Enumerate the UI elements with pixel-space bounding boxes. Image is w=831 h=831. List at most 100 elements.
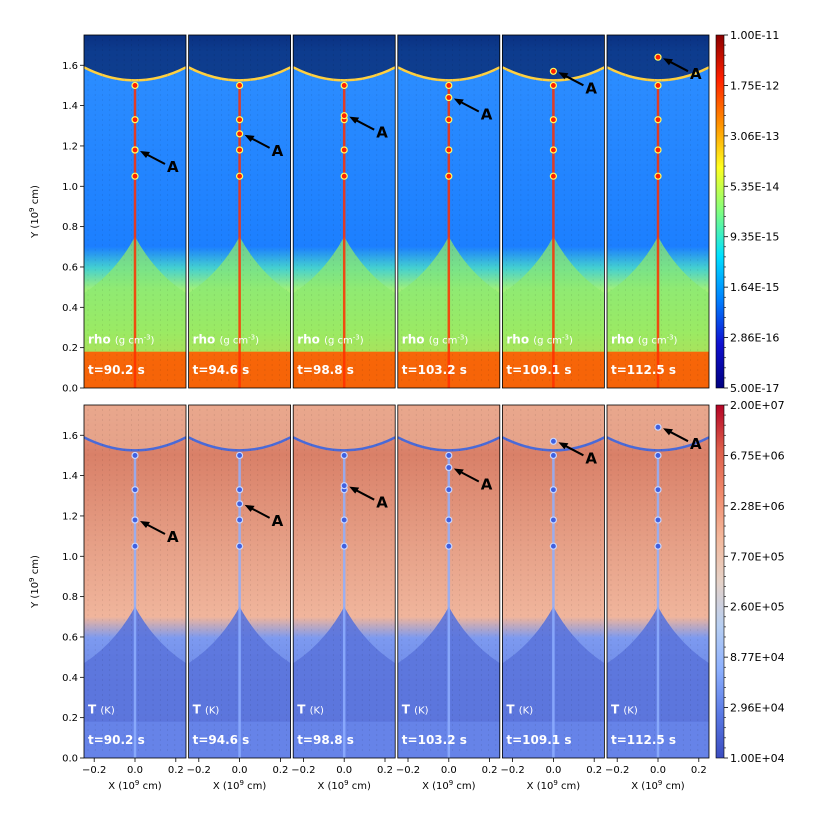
x-axis-label: X (109 cm) bbox=[108, 779, 162, 792]
plasmoid bbox=[131, 146, 139, 154]
plasmoid bbox=[654, 423, 662, 431]
y-tick-label: 1.2 bbox=[62, 511, 78, 522]
colorbar-tick-label: 1.64E-15 bbox=[730, 281, 779, 294]
cap-rim bbox=[293, 66, 396, 82]
plasmoid bbox=[445, 542, 453, 550]
plasmoid bbox=[340, 482, 348, 490]
plasmoid bbox=[236, 451, 244, 460]
colorbar-tick-label: 2.28E+06 bbox=[730, 500, 785, 513]
plasmoid bbox=[236, 486, 244, 494]
y-axis-label: Y (109 cm) bbox=[28, 185, 41, 239]
cap-rim bbox=[502, 436, 605, 452]
plasmoid bbox=[131, 451, 139, 460]
y-tick-label: 0.2 bbox=[62, 343, 78, 354]
panel-time-label: t=94.6 s bbox=[193, 733, 250, 747]
plasmoid bbox=[236, 542, 244, 550]
arrow-head bbox=[663, 58, 673, 66]
plasmoid bbox=[654, 451, 662, 460]
panel-rho-3: rho (g cm-3) t=103.2 s A bbox=[397, 34, 501, 389]
cap-rim bbox=[397, 436, 500, 452]
x-tick-label: 0.2 bbox=[377, 765, 393, 776]
y-tick-label: 0.4 bbox=[62, 673, 78, 684]
plasmoid bbox=[340, 542, 348, 550]
arrow-head bbox=[140, 520, 150, 528]
panel-temp-1: T (K) t=94.6 s A bbox=[188, 404, 292, 759]
colorbar-tick-label: 2.00E+07 bbox=[730, 399, 785, 412]
plasmoid bbox=[549, 146, 558, 154]
top-cap bbox=[502, 35, 605, 81]
x-tick-label: 0.0 bbox=[441, 765, 457, 776]
y-tick-label: 0.2 bbox=[62, 713, 78, 724]
colorbar-tick-label: 3.06E-13 bbox=[730, 130, 779, 143]
arrow-label-A: A bbox=[376, 494, 388, 512]
colorbar-rho bbox=[715, 34, 725, 389]
plasmoid bbox=[340, 516, 348, 524]
panel-variable-label: rho (g cm-3) bbox=[193, 333, 260, 347]
plasmoid bbox=[131, 81, 139, 90]
arrow-head bbox=[244, 134, 255, 142]
panel-rho-1: rho (g cm-3) t=94.6 s A bbox=[188, 34, 292, 389]
top-cap bbox=[84, 35, 186, 81]
arrow-head bbox=[558, 72, 569, 80]
y-tick-label: 0.0 bbox=[62, 754, 78, 765]
top-cap bbox=[397, 35, 500, 81]
y-axis-label: Y (109 cm) bbox=[28, 555, 41, 609]
panel-variable-label: T (K) bbox=[611, 703, 638, 717]
y-tick-label: 1.4 bbox=[62, 101, 78, 112]
panel-frame bbox=[188, 34, 292, 389]
panel-temp-3: T (K) t=103.2 s A bbox=[397, 404, 501, 759]
panel-variable-label: rho (g cm-3) bbox=[402, 333, 469, 347]
panel-time-label: t=109.1 s bbox=[506, 363, 571, 377]
x-tick-label: 0.2 bbox=[586, 765, 602, 776]
top-cap bbox=[293, 405, 396, 451]
plasmoid bbox=[654, 542, 662, 550]
plasmoid bbox=[654, 172, 662, 180]
plasmoid bbox=[236, 130, 244, 138]
plasmoid bbox=[445, 116, 453, 124]
plasmoid bbox=[654, 53, 662, 61]
panel-time-label: t=112.5 s bbox=[611, 733, 676, 747]
x-tick-label: 0.2 bbox=[691, 765, 707, 776]
y-tick-label: 1.4 bbox=[62, 471, 78, 482]
plasmoid bbox=[340, 81, 348, 90]
y-tick-label: 1.6 bbox=[62, 431, 78, 442]
panel-rho-4: rho (g cm-3) t=109.1 s A bbox=[501, 34, 605, 389]
arrow-label-A: A bbox=[481, 106, 493, 124]
arrow-label-A: A bbox=[167, 528, 179, 546]
x-tick-label: −0.2 bbox=[187, 765, 211, 776]
cap-rim bbox=[188, 66, 291, 82]
x-axis-label: X (109 cm) bbox=[317, 779, 371, 792]
colorbar-tick-label: 9.35E-15 bbox=[730, 231, 779, 244]
plasmoid bbox=[445, 451, 453, 460]
colorbar-tick-label: 2.60E+05 bbox=[730, 601, 785, 614]
colorbar-temp bbox=[715, 404, 725, 759]
panel-variable-label: rho (g cm-3) bbox=[88, 333, 155, 347]
x-tick-label: 0.2 bbox=[168, 765, 184, 776]
colorbars-layer: 1.00E-11 1.75E-12 3.06E-13 5.35E-14 9.35E-15… bbox=[715, 29, 785, 765]
panel-time-label: t=94.6 s bbox=[193, 363, 250, 377]
cap-rim bbox=[84, 436, 186, 452]
y-tick-label: 0.6 bbox=[62, 262, 78, 273]
colorbar-tick-label: 7.70E+05 bbox=[730, 550, 785, 563]
arrow-head bbox=[663, 428, 673, 436]
panel-rho-2: rho (g cm-3) t=98.8 s A bbox=[292, 34, 396, 389]
arrow-head bbox=[453, 468, 464, 476]
plasmoid bbox=[654, 486, 662, 494]
top-cap bbox=[397, 405, 500, 451]
y-tick-label: 1.0 bbox=[62, 182, 78, 193]
panel-frame bbox=[397, 34, 501, 389]
plasmoid bbox=[549, 172, 558, 180]
panel-time-label: t=103.2 s bbox=[402, 733, 467, 747]
plasmoid bbox=[549, 542, 558, 550]
panel-temp-5: T (K) t=112.5 s A bbox=[606, 404, 710, 759]
arrow-label-A: A bbox=[690, 65, 702, 83]
arrow-label-A: A bbox=[272, 512, 284, 530]
plasmoid bbox=[445, 81, 453, 90]
top-cap bbox=[188, 405, 291, 451]
x-tick-label: −0.2 bbox=[291, 765, 315, 776]
colorbar-tick-label: 8.77E+04 bbox=[730, 651, 785, 664]
plasmoid bbox=[236, 146, 244, 154]
panel-time-label: t=90.2 s bbox=[88, 733, 145, 747]
arrow-label-A: A bbox=[690, 435, 702, 453]
